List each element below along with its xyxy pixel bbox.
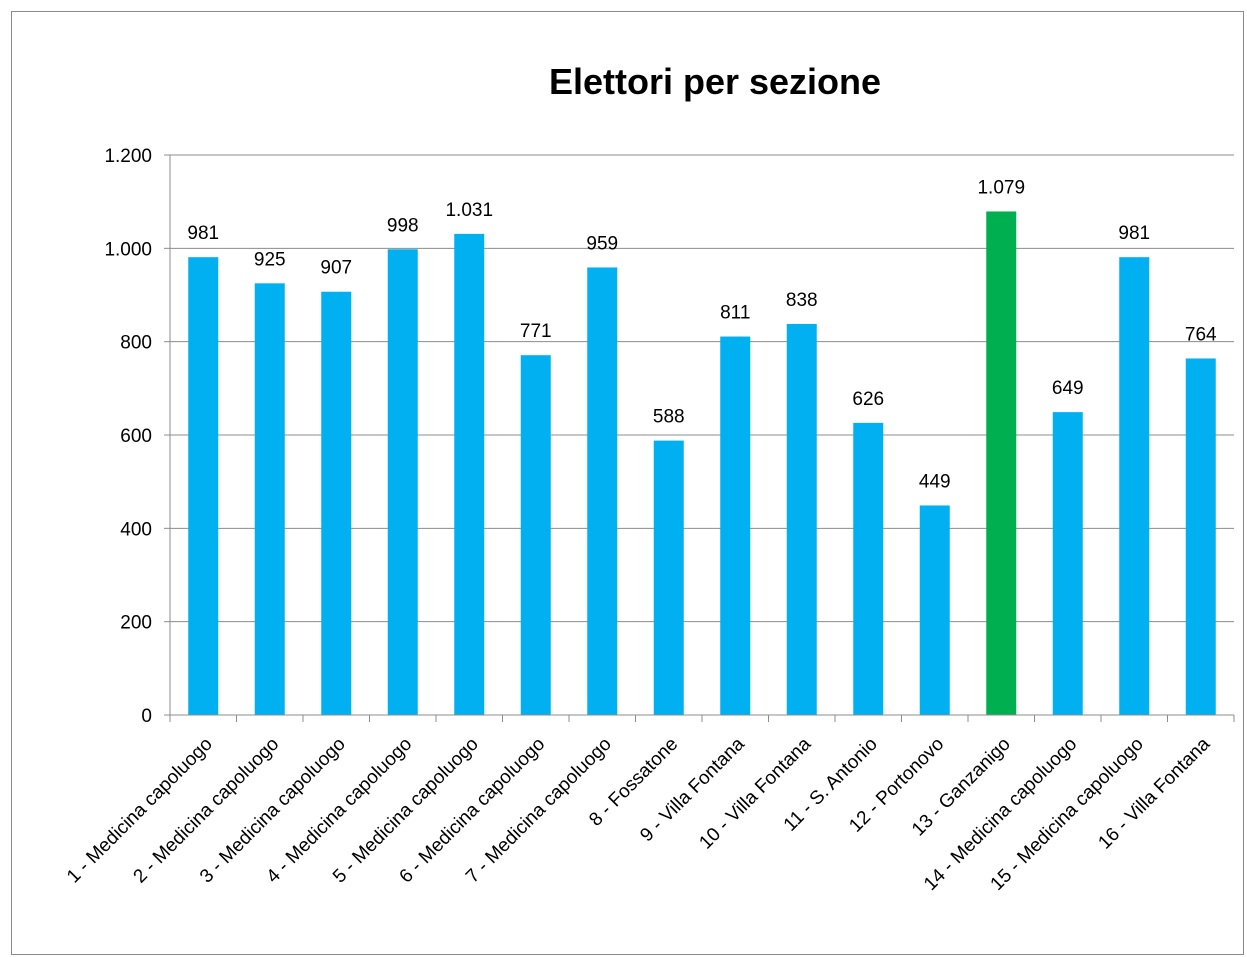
x-tick-label: 10 - Villa Fontana xyxy=(695,733,815,853)
data-label: 1.031 xyxy=(445,200,493,221)
bar xyxy=(587,267,618,715)
data-label: 764 xyxy=(1185,324,1217,345)
data-label: 907 xyxy=(320,258,352,279)
data-label: 771 xyxy=(520,321,552,342)
bar xyxy=(919,505,950,715)
data-labels: 981 925 907 998 1.031 771 959 588 811 838 626 449 1.… xyxy=(187,177,1217,492)
bar xyxy=(387,249,418,715)
bar xyxy=(254,283,285,715)
data-label: 838 xyxy=(786,290,818,311)
data-label: 959 xyxy=(586,233,618,254)
y-tick-label: 400 xyxy=(120,519,152,540)
data-label: 811 xyxy=(720,303,750,324)
data-label: 449 xyxy=(919,471,951,492)
y-tick-label: 1.200 xyxy=(104,146,152,167)
data-label: 588 xyxy=(653,407,685,428)
data-label: 998 xyxy=(387,215,419,236)
chart-title: Elettori per sezione xyxy=(549,61,881,102)
bar xyxy=(786,323,817,715)
bar xyxy=(720,336,751,715)
bars xyxy=(188,211,1216,715)
bar xyxy=(986,211,1017,715)
y-tick-label: 1.000 xyxy=(104,239,152,260)
data-label: 1.079 xyxy=(977,177,1025,198)
x-tick-label: 16 - Villa Fontana xyxy=(1094,733,1214,853)
y-axis-ticks: 0 200 400 600 800 1.000 1.200 xyxy=(104,146,171,727)
x-axis xyxy=(169,714,1235,722)
data-label: 626 xyxy=(852,389,884,410)
y-tick-label: 800 xyxy=(120,333,152,354)
y-tick-label: 200 xyxy=(120,613,152,634)
y-tick-label: 600 xyxy=(120,426,152,447)
bar xyxy=(853,422,884,715)
bar xyxy=(1185,358,1216,715)
bar xyxy=(454,233,485,715)
data-label: 649 xyxy=(1052,378,1084,399)
bar xyxy=(321,291,352,715)
data-label: 925 xyxy=(254,249,286,270)
y-tick-label: 0 xyxy=(141,706,152,727)
data-label: 981 xyxy=(187,223,219,244)
bar xyxy=(1119,257,1150,715)
data-label: 981 xyxy=(1118,223,1150,244)
bar xyxy=(653,440,684,715)
bar xyxy=(1052,412,1083,715)
bar xyxy=(520,355,551,715)
bar xyxy=(188,257,219,715)
